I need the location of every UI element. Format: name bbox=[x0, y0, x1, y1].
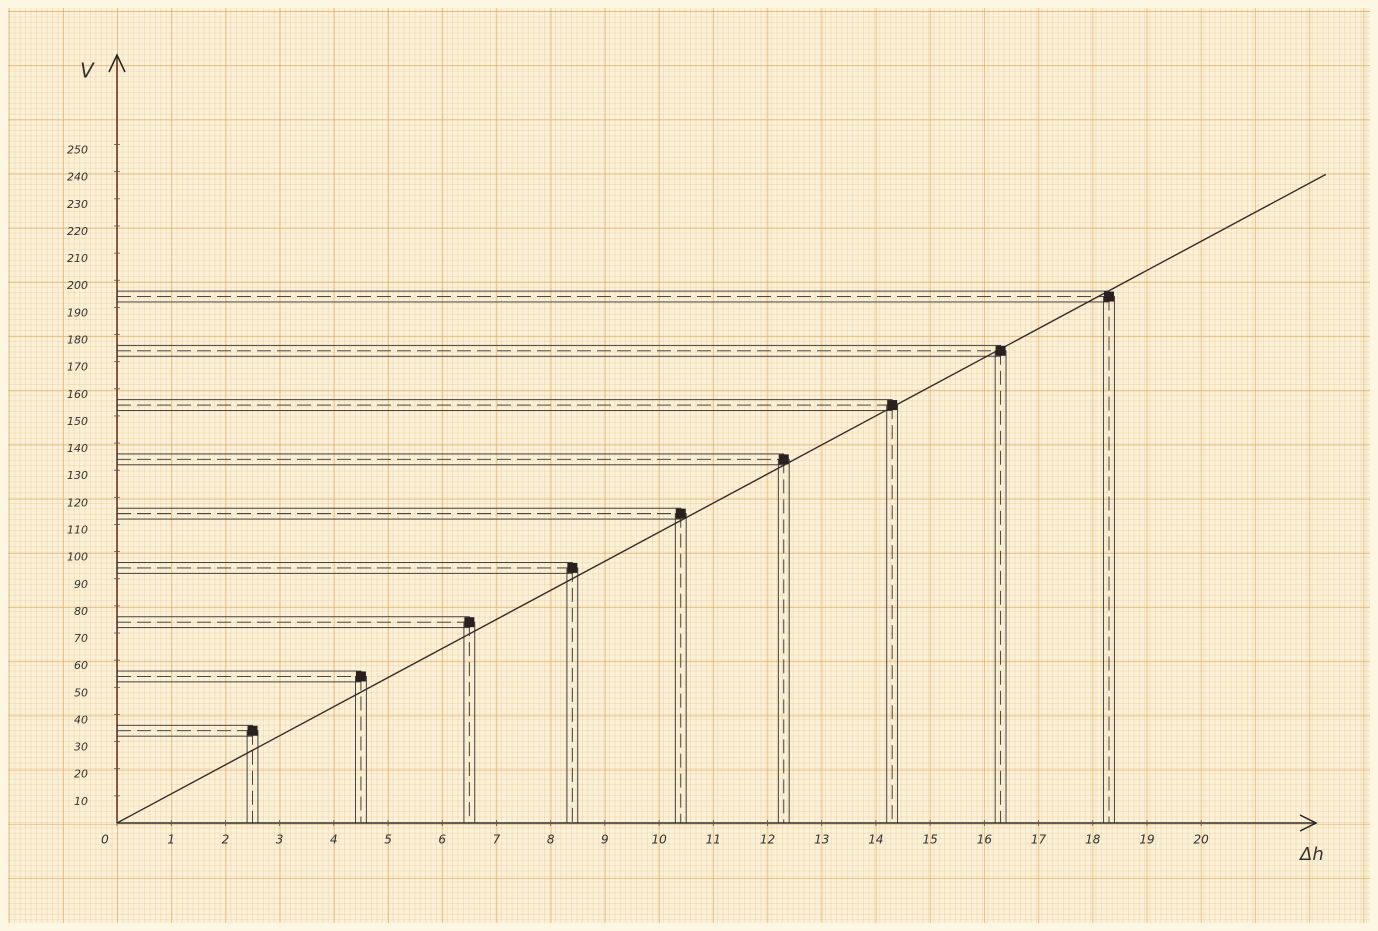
x-tick-label: 15 bbox=[922, 833, 937, 847]
x-axis-label: Δh bbox=[1298, 844, 1324, 865]
x-tick-label: 10 bbox=[651, 833, 667, 847]
y-tick-label: 230 bbox=[67, 198, 88, 211]
x-tick-label: 19 bbox=[1139, 833, 1154, 847]
x-tick-label: 5 bbox=[384, 833, 392, 847]
y-tick-label: 250 bbox=[67, 144, 88, 157]
y-tick-label: 180 bbox=[67, 334, 88, 347]
y-tick-label: 110 bbox=[67, 523, 88, 536]
x-tick-label: 6 bbox=[438, 833, 446, 847]
x-tick-label: 9 bbox=[601, 833, 609, 847]
y-tick-label: 80 bbox=[74, 605, 88, 618]
x-tick-label: 1 bbox=[167, 833, 175, 847]
y-tick-label: 140 bbox=[67, 442, 88, 455]
y-tick-label: 70 bbox=[74, 632, 88, 645]
x-tick-label: 11 bbox=[706, 833, 721, 847]
y-tick-label: 30 bbox=[74, 741, 88, 754]
y-tick-label: 200 bbox=[67, 279, 88, 292]
chart: V Δh 10203040506070809010011012013014015… bbox=[0, 0, 1378, 931]
y-tick-label: 20 bbox=[74, 768, 88, 781]
x-tick-label: 12 bbox=[760, 833, 775, 847]
page: V Δh 10203040506070809010011012013014015… bbox=[0, 0, 1378, 931]
x-tick-label: 0 bbox=[101, 833, 109, 847]
x-tick-label: 7 bbox=[493, 833, 501, 847]
y-tick-label: 10 bbox=[74, 795, 88, 808]
x-tick-label: 2 bbox=[222, 833, 230, 847]
y-tick-label: 130 bbox=[67, 469, 88, 482]
x-tick-label: 20 bbox=[1194, 833, 1210, 847]
data-point bbox=[464, 617, 474, 627]
data-point bbox=[996, 346, 1006, 356]
data-point bbox=[887, 400, 897, 410]
x-tick-label: 13 bbox=[814, 833, 829, 847]
y-tick-label: 220 bbox=[67, 225, 88, 238]
y-axis-label: V bbox=[80, 59, 95, 83]
x-tick-label: 8 bbox=[547, 833, 555, 847]
y-tick-label: 50 bbox=[74, 686, 88, 699]
x-tick-label: 4 bbox=[330, 833, 338, 847]
y-tick-label: 120 bbox=[67, 496, 88, 509]
y-tick-label: 60 bbox=[74, 659, 88, 672]
x-tick-label: 14 bbox=[868, 833, 883, 847]
data-point bbox=[779, 454, 789, 464]
data-point bbox=[248, 726, 258, 736]
y-tick-label: 190 bbox=[67, 306, 88, 319]
x-tick-label: 18 bbox=[1085, 833, 1101, 847]
data-point bbox=[567, 563, 577, 573]
y-tick-label: 90 bbox=[74, 578, 88, 591]
data-point bbox=[356, 671, 366, 681]
fit-line bbox=[117, 174, 1326, 823]
y-tick-label: 210 bbox=[67, 252, 88, 265]
data-point bbox=[1104, 292, 1114, 302]
y-tick-label: 170 bbox=[67, 361, 88, 374]
x-tick-label: 3 bbox=[276, 833, 284, 847]
y-tick-label: 160 bbox=[67, 388, 88, 401]
data-point bbox=[676, 509, 686, 519]
y-tick-label: 40 bbox=[74, 713, 88, 726]
y-tick-label: 150 bbox=[67, 415, 88, 428]
x-tick-label: 17 bbox=[1031, 833, 1047, 847]
y-tick-label: 240 bbox=[67, 171, 88, 184]
x-tick-label: 16 bbox=[977, 833, 993, 847]
y-tick-label: 100 bbox=[67, 551, 88, 564]
